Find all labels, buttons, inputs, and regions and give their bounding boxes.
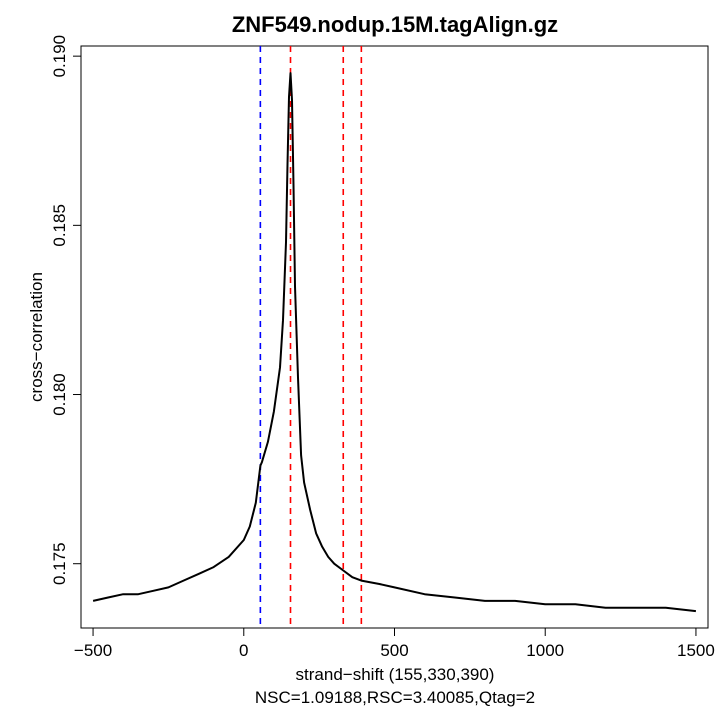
chart-subtitle: NSC=1.09188,RSC=3.40085,Qtag=2 [255, 688, 535, 707]
x-axis: −500 0 500 1000 1500 [74, 627, 715, 660]
x-tick-label: 1000 [526, 641, 564, 660]
series-line [92, 72, 697, 613]
x-axis-label: strand−shift (155,330,390) [296, 665, 495, 684]
y-tick-label: 0.180 [50, 373, 69, 416]
x-tick-label: 1500 [677, 641, 715, 660]
y-tick-label: 0.190 [50, 35, 69, 78]
plot-frame [80, 45, 709, 629]
x-tick-label: 500 [380, 641, 408, 660]
y-axis-label: cross−correlation [27, 272, 46, 402]
y-tick-label: 0.185 [50, 204, 69, 247]
x-tick-label: 0 [239, 641, 248, 660]
y-tick-label: 0.175 [50, 542, 69, 585]
x-tick-label: −500 [74, 641, 112, 660]
chart-title: ZNF549.nodup.15M.tagAlign.gz [232, 12, 558, 37]
marker-lines [259, 46, 363, 628]
y-axis: 0.175 0.180 0.185 0.190 [50, 35, 82, 585]
